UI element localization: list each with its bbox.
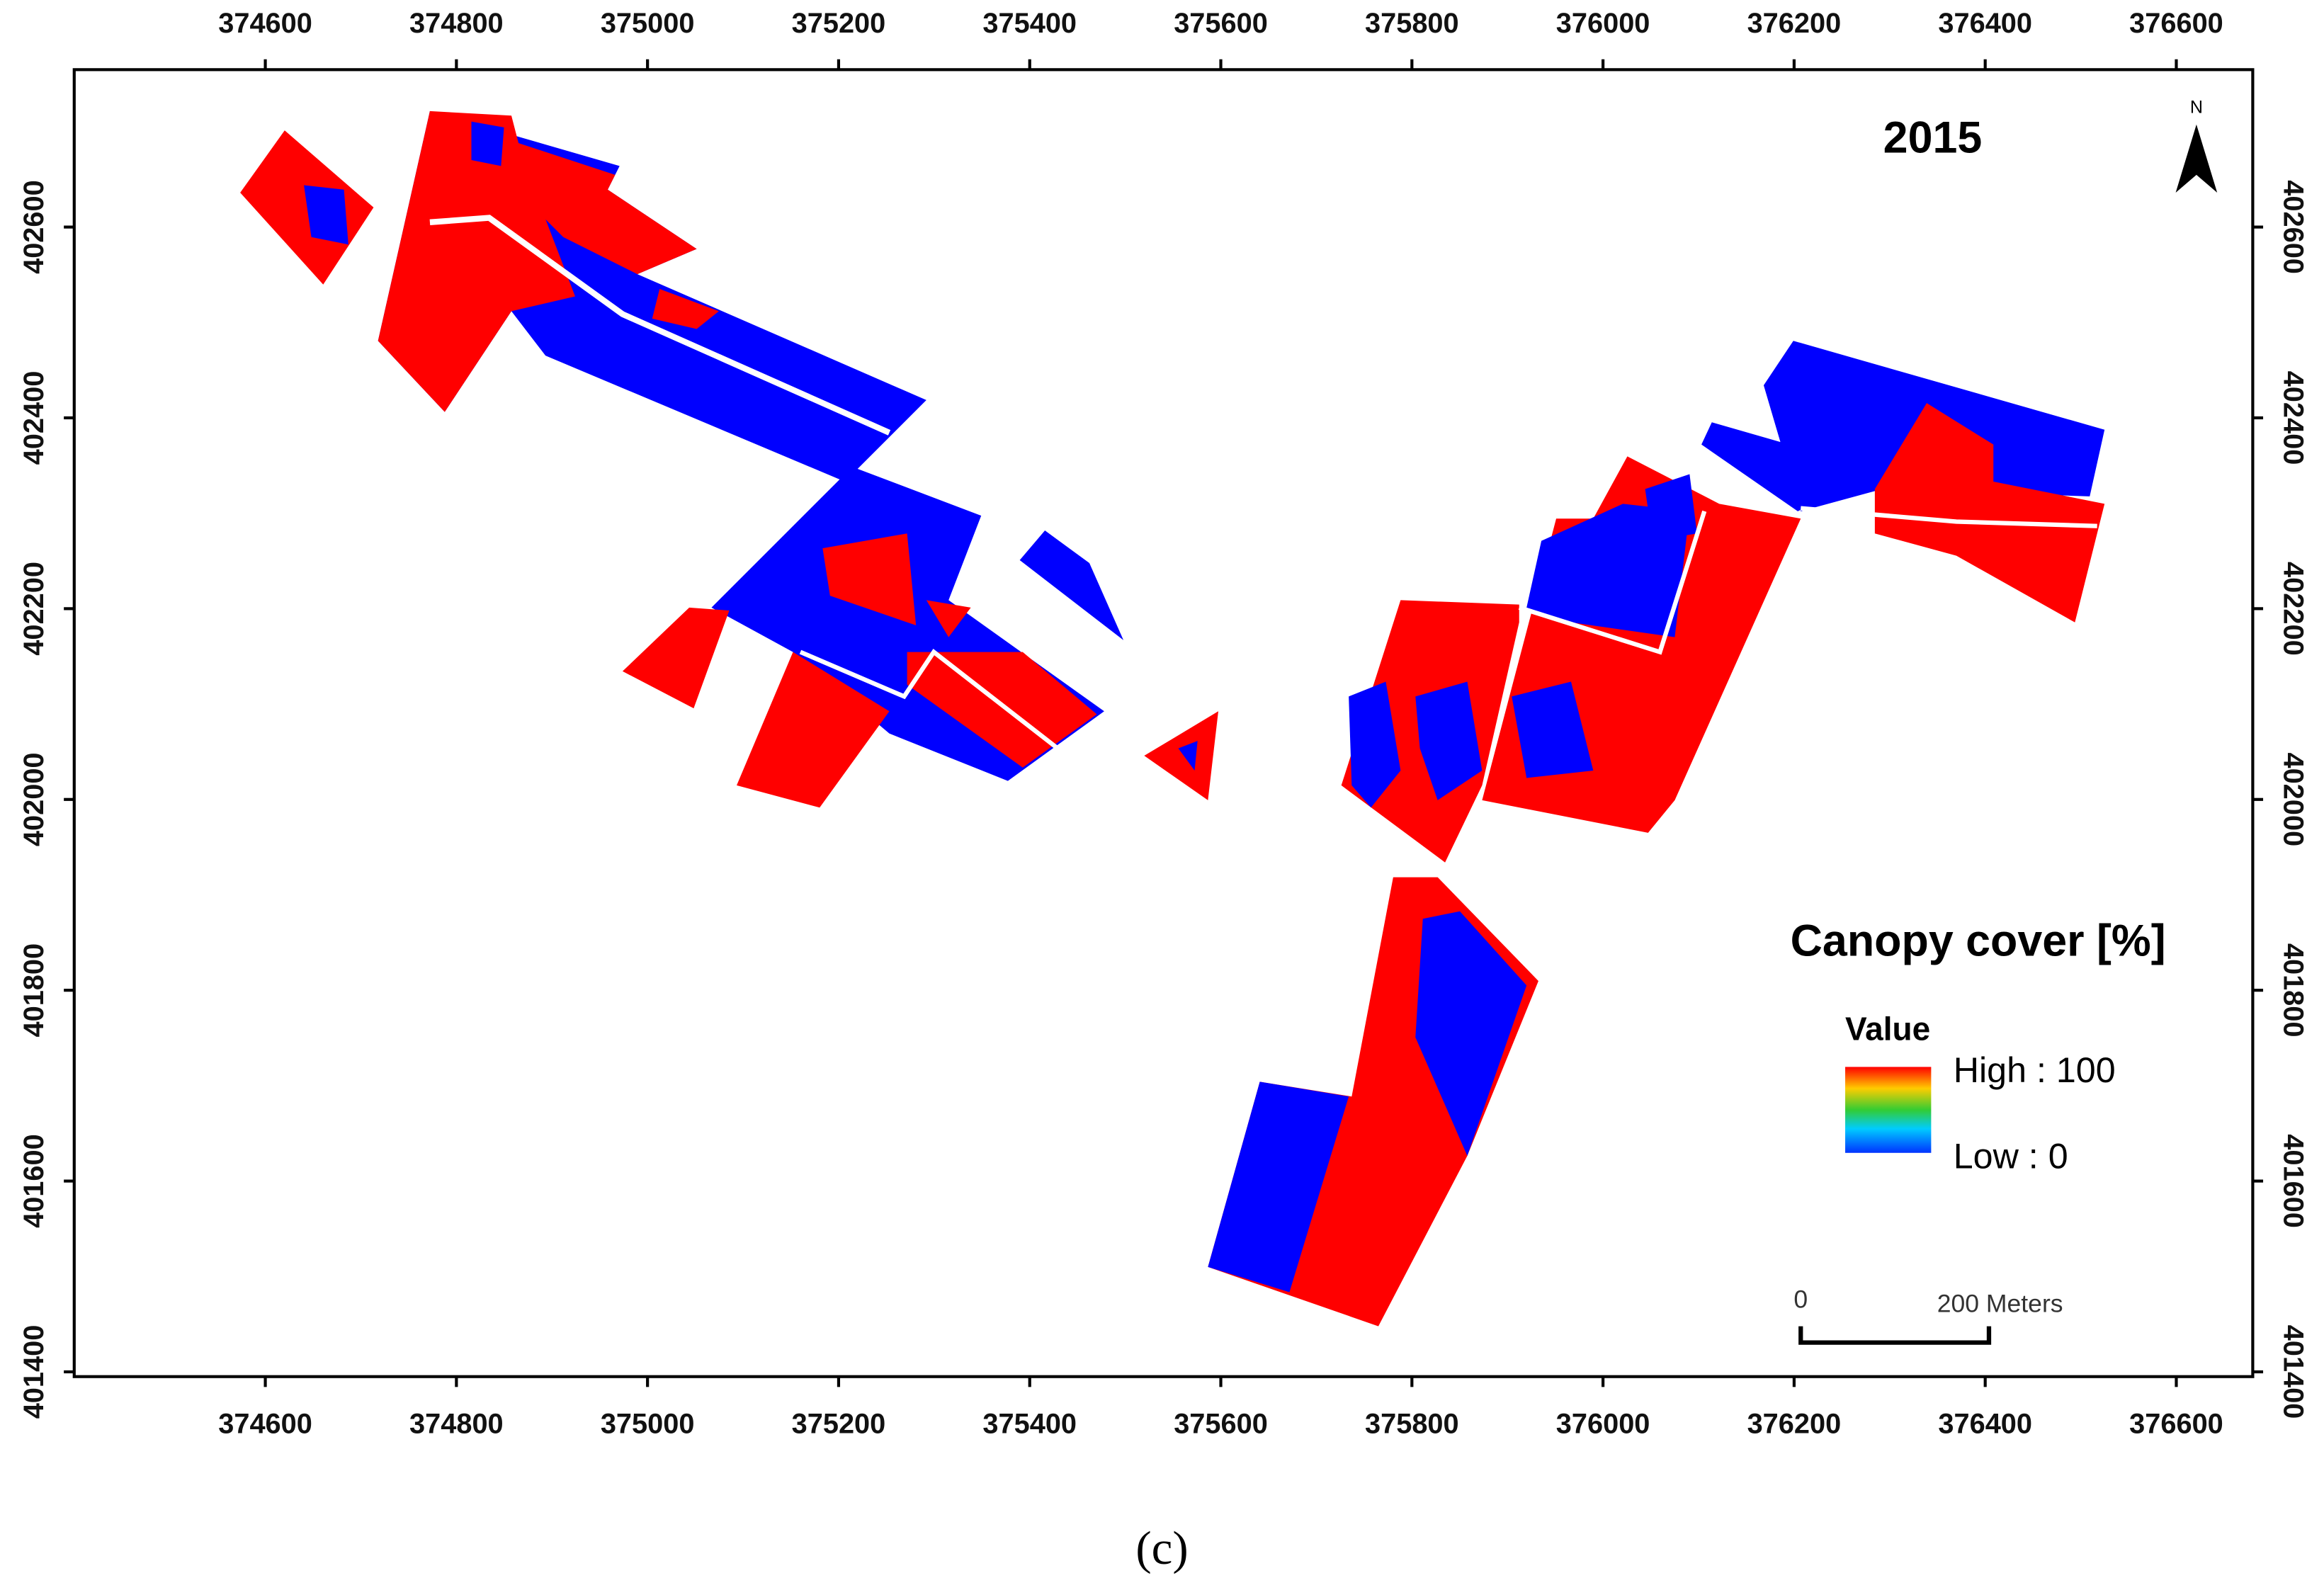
y-tick-label: 401800 [2277,943,2308,1038]
patch [1415,681,1483,800]
y-tick-label: 401400 [18,1325,50,1419]
y-tick-label: 401400 [2277,1325,2308,1419]
x-tick-label: 376000 [1556,1408,1650,1439]
y-tick-label: 401600 [18,1134,50,1228]
patch [1208,1081,1349,1293]
x-tick-label: 376000 [1556,8,1650,39]
y-tick-label: 402000 [2277,752,2308,846]
patch [1874,403,2105,623]
x-tick-label: 376400 [1938,1408,2032,1439]
y-tick-label: 402000 [18,752,50,846]
patch [622,607,730,709]
x-tick-label: 375600 [1174,1408,1268,1439]
y-tick-label: 402400 [18,371,50,465]
x-tick-label: 374600 [218,1408,312,1439]
y-tick-label: 401600 [2277,1134,2308,1228]
patch [1645,474,1697,541]
patch [511,140,697,275]
x-tick-label: 375000 [601,1408,695,1439]
x-tick-label: 375200 [792,1408,886,1439]
x-tick-label: 376200 [1747,8,1842,39]
legend-title: Canopy cover [%] [1791,916,2166,965]
x-tick-label: 374800 [409,1408,504,1439]
y-tick-label: 402600 [18,180,50,274]
road [1800,506,2097,528]
scale-end: 200 Meters [1937,1290,2063,1318]
patch [1349,681,1401,808]
x-tick-label: 376400 [1938,8,2032,39]
patch [1526,504,1690,637]
patch [1144,711,1219,800]
x-tick-label: 376600 [2129,8,2223,39]
north-label: N [2190,97,2203,117]
patch [1178,741,1198,771]
patch [1512,681,1594,778]
x-tick-label: 375800 [1365,8,1459,39]
scale-start: 0 [1793,1285,1808,1313]
road [429,215,891,436]
y-tick-label: 402600 [2277,180,2308,274]
caption: (c) [1135,1522,1188,1574]
x-tick-label: 374800 [409,8,504,39]
patch [652,288,719,329]
y-tick-label: 402200 [2277,562,2308,656]
scale-bar [1798,1326,1992,1345]
legend-ramp [1845,1067,1932,1153]
x-tick-label: 375000 [601,8,695,39]
road [799,649,1069,758]
map-year: 2015 [1883,113,1983,162]
x-tick-label: 376600 [2129,1408,2223,1439]
north-arrow [2175,124,2218,193]
road [1518,510,1707,655]
patch [737,652,890,808]
patch [240,130,374,285]
canopy-patches [240,110,2105,1327]
patch [907,652,1097,768]
x-tick-label: 375600 [1174,8,1268,39]
x-tick-label: 375400 [982,8,1077,39]
x-tick-label: 375400 [982,1408,1077,1439]
y-tick-label: 401800 [18,943,50,1038]
legend-high: High : 100 [1954,1050,2116,1090]
axes: 374600 374600 374800 374800 375000 375000 3752… [18,8,2308,1439]
x-tick-label: 375200 [792,8,886,39]
patch [822,533,917,625]
patch [1415,911,1527,1156]
legend-field: Value [1845,1010,1930,1047]
x-tick-label: 376200 [1747,1408,1842,1439]
patch [471,121,504,166]
patch [304,185,348,245]
x-tick-label: 375800 [1365,1408,1459,1439]
x-tick-label: 374600 [218,8,312,39]
legend-low: Low : 0 [1954,1136,2068,1176]
y-tick-label: 402200 [18,562,50,656]
patch [926,600,971,637]
y-tick-label: 402400 [2277,371,2308,465]
patch [1019,530,1124,640]
